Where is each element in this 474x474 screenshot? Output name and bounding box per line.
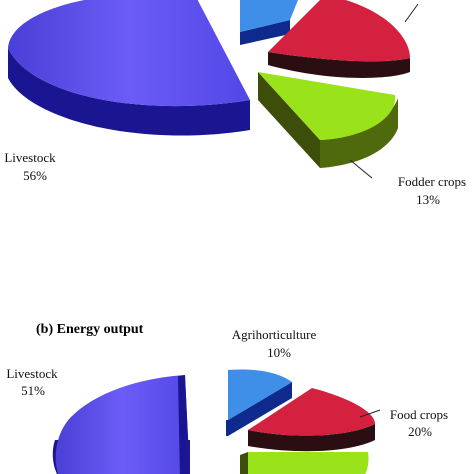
slice-agrihorticulture-b-top bbox=[228, 369, 292, 420]
label-food-crops-b-name: Food crops bbox=[390, 407, 448, 422]
chart-b-title: (b) Energy output bbox=[36, 322, 144, 337]
slice-livestock-b-top bbox=[55, 375, 190, 474]
label-agrihorticulture-b-name: Agrihorticulture bbox=[232, 327, 317, 342]
slice-livestock-a-top bbox=[8, 0, 250, 107]
slice-livestock-a-side bbox=[8, 48, 250, 136]
slice-food-crops-a-top bbox=[268, 0, 410, 62]
slice-food-crops-a bbox=[268, 0, 410, 78]
label-fodder-crops-a-name: Fodder crops bbox=[398, 174, 466, 189]
label-agrihorticulture-b-pct: 10% bbox=[267, 345, 291, 360]
slice-livestock-b bbox=[52, 375, 190, 474]
slice-fodder-crops-b bbox=[240, 452, 369, 474]
label-fodder-crops-a-pct: 13% bbox=[416, 192, 440, 207]
slice-agrihorticulture-a-top bbox=[240, 0, 298, 32]
label-food-crops-b-pct: 20% bbox=[408, 424, 432, 439]
label-livestock-b-pct: 51% bbox=[21, 383, 45, 398]
label-livestock-a-name: Livestock bbox=[4, 150, 56, 165]
slice-agrihorticulture-a bbox=[240, 0, 298, 45]
label-livestock-b-name: Livestock bbox=[6, 366, 58, 381]
slice-fodder-crops-b-top bbox=[248, 452, 369, 474]
slice-food-crops-b bbox=[248, 388, 375, 452]
slice-fodder-crops-a bbox=[258, 72, 398, 168]
slice-food-crops-b-top bbox=[248, 388, 375, 436]
label-livestock-a-pct: 56% bbox=[23, 168, 47, 183]
slice-livestock-a bbox=[8, 0, 250, 136]
slice-fodder-crops-a-top bbox=[258, 72, 396, 140]
pie-chart-b: (b) Energy output Agrihorticulture 10% L… bbox=[6, 322, 448, 474]
slice-agrihorticulture-b bbox=[226, 369, 292, 436]
pie-chart-a: Livestock 56% Fodder crops 13% bbox=[4, 0, 466, 207]
